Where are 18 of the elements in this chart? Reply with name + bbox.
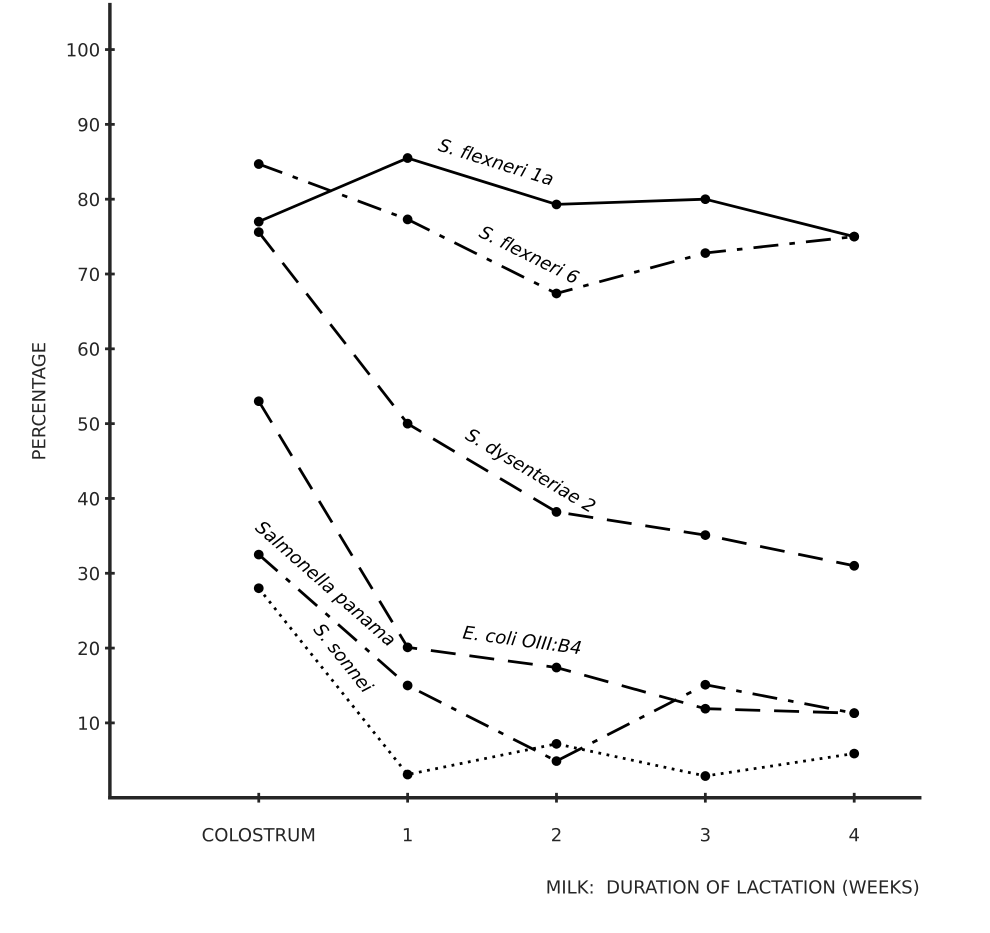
y-tick-label: 10 bbox=[79, 716, 99, 730]
y-tick-label: 90 bbox=[78, 118, 99, 132]
y-tick-label: 80 bbox=[78, 192, 99, 206]
y-tick-label: 20 bbox=[78, 642, 99, 656]
x-axis-title: MILK: DURATION OF LACTATION (WEEKS) bbox=[548, 880, 918, 896]
x-tick-label: 2 bbox=[552, 828, 560, 842]
y-tick-label: 50 bbox=[78, 417, 99, 431]
x-tick-label: 3 bbox=[700, 828, 710, 842]
y-tick-label: 40 bbox=[78, 492, 99, 506]
y-axis-title: PERCENTAGE bbox=[32, 343, 46, 459]
y-tick-label: 60 bbox=[78, 342, 99, 356]
x-tick-label: COLOSTRUM bbox=[202, 828, 314, 842]
x-tick-label: 1 bbox=[404, 828, 412, 842]
y-tick-label: 30 bbox=[78, 566, 99, 580]
x-tick-label: 4 bbox=[849, 828, 859, 842]
y-tick-label: 70 bbox=[78, 267, 99, 282]
text: E. coli OIII:B4 bbox=[462, 624, 582, 655]
y-tick-label: 100 bbox=[68, 43, 99, 57]
